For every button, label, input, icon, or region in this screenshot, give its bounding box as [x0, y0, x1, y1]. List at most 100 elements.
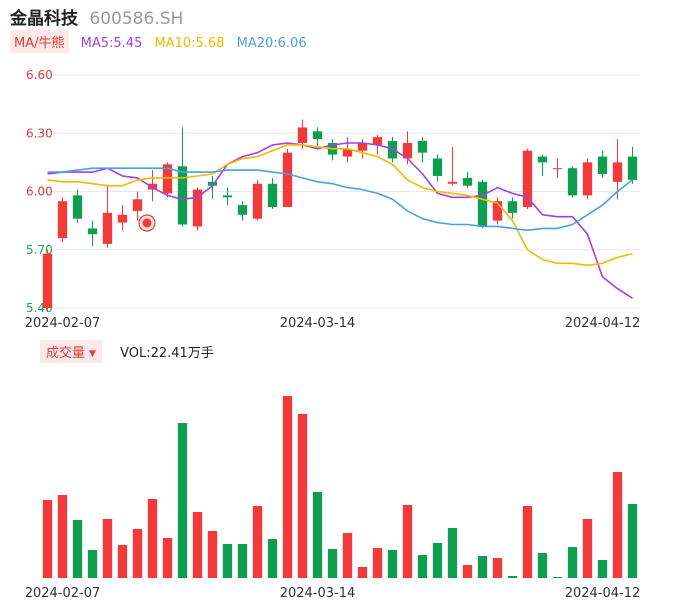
- volume-bar: [567, 547, 578, 578]
- volume-bar: [627, 504, 638, 578]
- candle-body: [582, 162, 593, 196]
- volume-bar: [522, 506, 533, 578]
- candle-body: [522, 150, 533, 208]
- volume-bar: [492, 558, 503, 578]
- volume-bar: [327, 549, 338, 578]
- candle-body: [417, 141, 428, 153]
- volume-bar: [537, 553, 548, 578]
- y-tick-label: 6.60: [26, 68, 53, 82]
- volume-indicator-dropdown[interactable]: 成交量 ▼: [40, 340, 102, 363]
- volume-bar: [72, 520, 83, 578]
- volume-bar: [462, 565, 473, 578]
- candle: [297, 119, 308, 149]
- volume-bar: [147, 499, 158, 578]
- stock-code: 600586.SH: [89, 9, 184, 29]
- candle: [477, 179, 488, 229]
- candle-body: [222, 195, 233, 198]
- candle: [282, 148, 293, 208]
- volume-bar: [582, 519, 593, 578]
- event-marker-icon[interactable]: [138, 214, 156, 232]
- x-tick-label: 2024-04-12: [565, 586, 641, 601]
- candle-body: [312, 131, 323, 140]
- candle: [507, 197, 518, 219]
- candle-body: [627, 156, 638, 180]
- candle-body: [207, 181, 218, 186]
- candle-body: [132, 199, 143, 211]
- y-tick-label: 6.00: [26, 185, 53, 199]
- candle: [192, 187, 203, 231]
- candle: [327, 139, 338, 161]
- x-tick-label: 2024-02-07: [25, 586, 101, 601]
- volume-bar: [222, 544, 233, 578]
- y-tick-label: 6.30: [26, 126, 53, 140]
- x-tick-label: 2024-04-12: [565, 316, 641, 331]
- volume-bar: [417, 555, 428, 578]
- candle-body: [57, 201, 68, 239]
- volume-bar: [597, 560, 608, 578]
- candle: [177, 127, 188, 227]
- volume-bar: [162, 538, 173, 578]
- volume-bar: [612, 472, 623, 578]
- candle-body: [87, 228, 98, 235]
- candle-body: [192, 189, 203, 227]
- candle: [147, 170, 158, 202]
- candle-body: [567, 168, 578, 196]
- candle: [102, 185, 113, 248]
- candle: [267, 177, 278, 209]
- ma-indicator-tab[interactable]: MA/牛熊: [10, 30, 69, 53]
- candle-body: [612, 162, 623, 182]
- candle-body: [177, 166, 188, 225]
- candlesticks: [42, 119, 638, 312]
- candle: [117, 205, 128, 231]
- candle-body: [237, 205, 248, 215]
- volume-bar: [192, 512, 203, 578]
- candle: [417, 137, 428, 163]
- candle: [567, 166, 578, 198]
- volume-bar: [102, 519, 113, 578]
- candle-body: [297, 127, 308, 143]
- candle-body: [102, 212, 113, 244]
- volume-bar: [387, 550, 398, 578]
- x-tick-label: 2024-02-07: [25, 316, 101, 331]
- volume-bar: [42, 500, 53, 578]
- ma20-line: [47, 167, 633, 232]
- volume-bar: [507, 576, 518, 578]
- candle-body: [507, 201, 518, 213]
- volume-x-axis: 2024-02-07 2024-03-14 2024-04-12: [25, 586, 641, 601]
- x-tick-label: 2024-03-14: [280, 316, 356, 331]
- candle-body: [372, 137, 383, 145]
- volume-bar: [552, 577, 563, 578]
- ma-legend: MA/牛熊 MA5:5.45 MA10:5.68 MA20:6.06: [10, 30, 307, 54]
- volume-bar: [342, 533, 353, 578]
- candle: [237, 201, 248, 221]
- candle-body: [357, 142, 368, 151]
- candle-body: [147, 183, 158, 190]
- candle-body: [477, 181, 488, 227]
- candle: [252, 179, 263, 221]
- candle-body: [447, 181, 458, 184]
- volume-bar: [402, 505, 413, 578]
- volume-bar: [117, 545, 128, 578]
- candle-body: [537, 156, 548, 163]
- volume-bar: [432, 543, 443, 578]
- candle: [87, 220, 98, 246]
- candle: [597, 150, 608, 178]
- candle: [222, 187, 233, 206]
- candle-body: [162, 164, 173, 194]
- volume-bars: [42, 396, 638, 578]
- candle: [552, 158, 563, 178]
- candle: [522, 148, 533, 209]
- candle-body: [462, 177, 473, 186]
- volume-bar: [132, 529, 143, 578]
- candle-body: [282, 152, 293, 208]
- volume-bar: [207, 531, 218, 578]
- volume-bar: [357, 567, 368, 578]
- candle: [537, 154, 548, 176]
- volume-bar: [57, 495, 68, 578]
- volume-bar: [282, 396, 293, 578]
- candle: [132, 191, 143, 221]
- volume-bar: [477, 556, 488, 578]
- y-tick-label: 5.70: [26, 243, 53, 257]
- volume-bar: [297, 414, 308, 578]
